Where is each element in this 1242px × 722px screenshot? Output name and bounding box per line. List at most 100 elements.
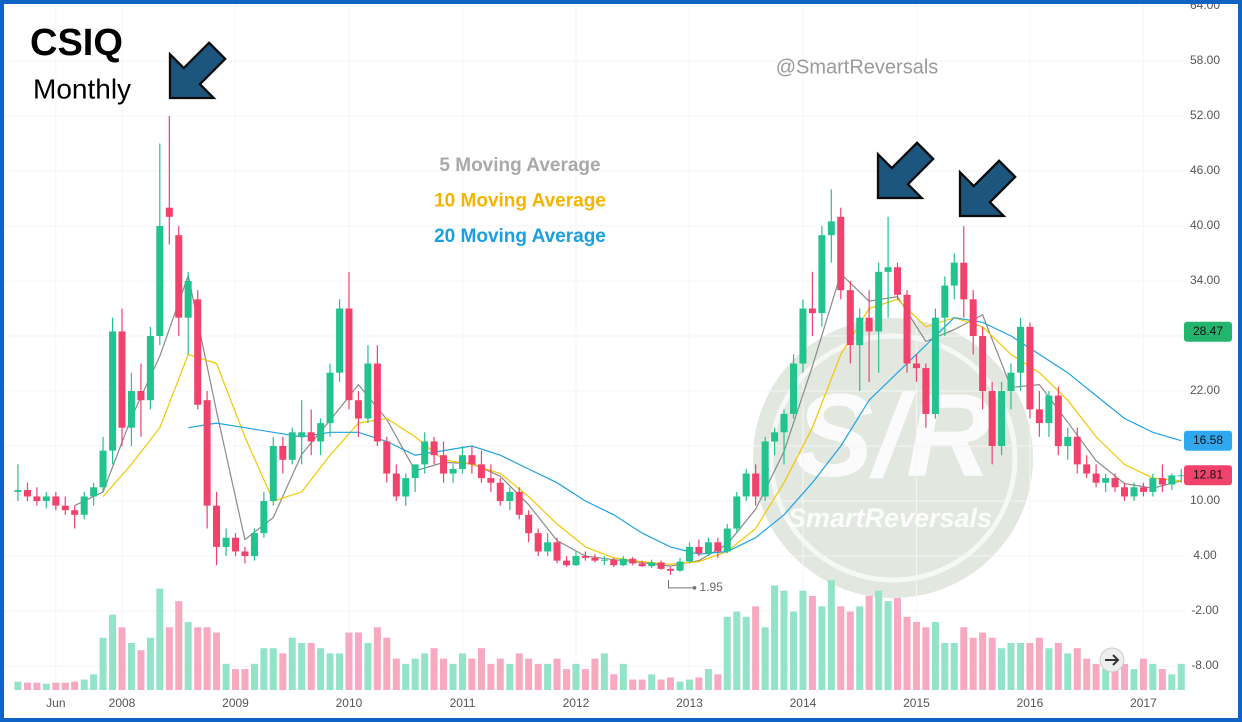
volume-bar — [1139, 658, 1147, 690]
scroll-button-icon — [1105, 654, 1120, 666]
chart-subtitle: Monthly — [33, 73, 131, 104]
low-marker-dot — [692, 586, 697, 590]
candle-body — [780, 413, 788, 433]
volume-bar — [525, 658, 533, 690]
candle-body — [336, 308, 344, 373]
y-tick-label: 22.00 — [1190, 383, 1220, 397]
candle-body — [184, 281, 192, 318]
candle-body — [1073, 436, 1081, 465]
candle-body — [1149, 478, 1157, 492]
volume-bar — [373, 627, 381, 690]
candle-body — [213, 505, 221, 547]
volume-bar — [657, 679, 665, 690]
volume-bar — [477, 648, 485, 690]
candle-body — [865, 317, 873, 332]
candle-body — [846, 290, 854, 346]
x-tick-label: 2011 — [450, 696, 476, 710]
volume-bar — [818, 606, 826, 690]
volume-bar — [1177, 663, 1185, 690]
candle-body — [610, 559, 618, 566]
candle-body — [33, 496, 41, 502]
volume-bar — [714, 674, 722, 690]
candle-body — [354, 400, 362, 419]
candle-body — [1035, 409, 1043, 424]
volume-bar — [184, 622, 192, 690]
candle-body — [563, 560, 571, 566]
price-tag-label: 28.47 — [1193, 324, 1223, 338]
candle-body — [998, 391, 1006, 447]
volume-bar — [260, 648, 268, 690]
candle-body — [600, 559, 608, 561]
volume-bar — [1035, 637, 1043, 690]
volume-bar — [780, 590, 788, 690]
volume-bar — [1111, 658, 1119, 690]
candle-body — [960, 262, 968, 300]
candle-body — [950, 262, 958, 286]
candle-body — [307, 432, 315, 442]
candle-body — [14, 490, 22, 492]
candle-body — [685, 546, 693, 562]
volume-bar — [790, 611, 798, 690]
volume-bar — [600, 653, 608, 690]
candle-body — [52, 496, 60, 506]
candle-body — [912, 363, 920, 369]
volume-bar — [704, 669, 712, 690]
volume-bar — [496, 658, 504, 690]
candle-body — [440, 455, 448, 474]
volume-bar — [912, 622, 920, 690]
candle-body — [591, 557, 599, 561]
candle-body — [118, 331, 126, 428]
volume-bar — [808, 595, 816, 690]
scroll-button[interactable] — [1099, 647, 1125, 673]
price-tag — [1184, 321, 1232, 342]
volume-bar — [931, 622, 939, 690]
candle-body — [875, 271, 883, 332]
candle-body — [71, 510, 79, 515]
candle-body — [146, 336, 154, 401]
candle-body — [411, 464, 419, 479]
candle-body — [676, 561, 684, 571]
volume-bar — [685, 679, 693, 690]
arrow-shape — [876, 141, 935, 200]
volume-bar — [345, 632, 353, 690]
candle-body — [421, 441, 429, 465]
candle-body — [581, 556, 589, 558]
candle-body — [1054, 395, 1062, 447]
candle-body — [1111, 478, 1119, 488]
candle-body — [894, 267, 902, 295]
volume-bar — [222, 663, 230, 690]
candle-body — [808, 308, 816, 314]
candle-body — [648, 562, 656, 567]
volume-bar — [1168, 674, 1176, 690]
candle-body — [487, 478, 495, 483]
candle-body — [1139, 487, 1147, 492]
x-tick-label: 2008 — [109, 696, 136, 710]
y-tick-label: 58.00 — [1190, 53, 1220, 67]
volume-bar — [127, 642, 135, 690]
candle-body — [477, 464, 485, 479]
candle-body — [298, 432, 306, 437]
volume-bar — [846, 611, 854, 690]
x-tick-label: 2013 — [676, 696, 703, 710]
volume-bar — [581, 669, 589, 690]
volume-bar — [988, 637, 996, 690]
volume-bar — [14, 681, 22, 690]
candle-body — [23, 490, 31, 497]
volume-bar — [950, 642, 958, 690]
volume-bar — [156, 588, 164, 690]
candle-body — [941, 285, 949, 318]
candle-body — [1168, 475, 1176, 485]
candle-body — [468, 455, 476, 465]
volume-bar — [733, 611, 741, 690]
volume-bar — [629, 679, 637, 690]
candle-body — [364, 363, 372, 419]
volume-bar — [1102, 669, 1110, 690]
candle-body — [988, 391, 996, 447]
candle-body — [525, 514, 533, 534]
volume-bar — [884, 601, 892, 690]
volume-bar — [231, 669, 239, 690]
volume-bar — [1130, 669, 1138, 690]
volume-bar — [572, 663, 580, 690]
candle-body — [1120, 487, 1128, 497]
